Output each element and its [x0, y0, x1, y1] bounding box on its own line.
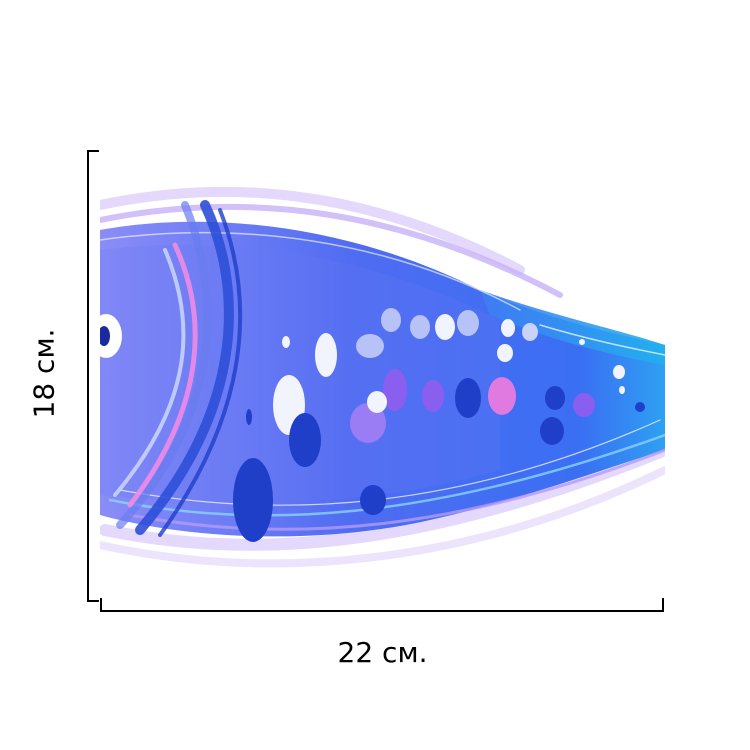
body-spots: [233, 308, 645, 542]
gill-strokes: [113, 200, 243, 537]
width-label: 22 см.: [337, 636, 428, 669]
fish-tail: [480, 290, 665, 365]
height-label: 18 см.: [27, 328, 61, 419]
fish-artwork: [100, 186, 665, 568]
fish-eye: [100, 314, 122, 358]
width-dimension-line: [100, 598, 664, 612]
outer-brush-strokes: [100, 186, 665, 568]
height-dimension-line: [87, 150, 99, 602]
